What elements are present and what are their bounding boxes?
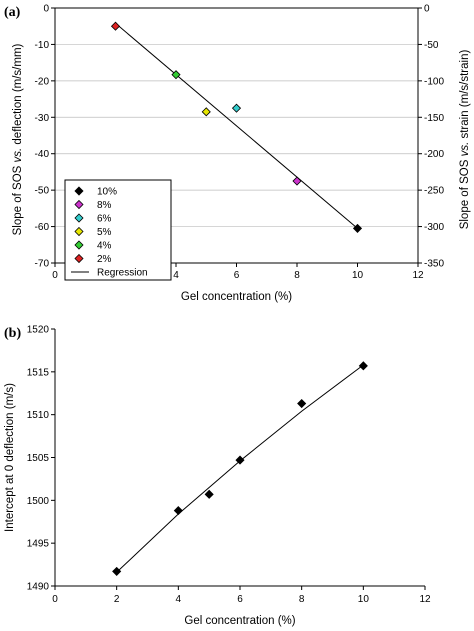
chart-panel-b: 1490 1495 1500 1505 1510 1515 1520 0 2 4 6 8 10 12 (b)…	[4, 325, 431, 628]
y-tick-label: 1490	[27, 582, 50, 593]
x-tick-label: 4	[173, 270, 179, 281]
data-point	[235, 455, 245, 465]
x-tick-label: 2	[114, 594, 120, 605]
legend: 10% 8% 6% 5% 4% 2% Regression	[64, 179, 172, 281]
y-tick-label: 1495	[27, 539, 50, 550]
y2-tick-label: -300	[424, 222, 444, 233]
y-tick-label: -60	[35, 222, 50, 233]
legend-label: 8%	[97, 200, 112, 211]
y-axis-title: Intercept at 0 deflection (m/s)	[4, 383, 16, 532]
x-tick-label: 6	[234, 270, 240, 281]
data-point-2pct	[110, 21, 121, 31]
x-tick-label: 12	[419, 594, 431, 605]
panel-label: (a)	[4, 5, 21, 20]
x-axis-title: Gel concentration (%)	[181, 291, 292, 303]
legend-label: 5%	[97, 227, 112, 238]
y2-tick-label: -350	[424, 259, 444, 270]
x-tick-label: 8	[294, 270, 300, 281]
y-tick-label: 1520	[27, 325, 50, 336]
y2-axis-title: Slope of SOS vs. strain (m/s/strain)	[459, 50, 471, 230]
x-tick-label: 10	[358, 594, 370, 605]
y2-tick-label: 0	[424, 4, 430, 15]
legend-marker	[74, 199, 84, 210]
x-tick-label: 10	[352, 270, 364, 281]
x-tick-label: 0	[52, 594, 58, 605]
legend-marker	[74, 253, 84, 264]
y2-tick-label: -100	[424, 76, 444, 87]
y-tick-label: -50	[35, 186, 50, 197]
y-tick-label: 1500	[27, 496, 50, 507]
panel-label: (b)	[4, 326, 21, 341]
y-tick-label: -30	[35, 113, 50, 124]
legend-label: 10%	[97, 187, 117, 198]
legend-marker	[74, 226, 84, 237]
x-tick-label: 6	[237, 594, 243, 605]
data-point	[358, 361, 368, 371]
y2-tick-label: -250	[424, 186, 444, 197]
legend-box	[64, 179, 172, 281]
y-tick-label: -40	[35, 149, 50, 160]
y-tick-label: 1515	[27, 367, 50, 378]
y2-tick-label: -150	[424, 113, 444, 124]
x-tick-label: 12	[412, 270, 424, 281]
x-tick-label: 0	[52, 270, 58, 281]
legend-marker	[74, 186, 84, 196]
legend-label: 6%	[97, 214, 112, 225]
legend-label: Regression	[97, 268, 148, 279]
data-point	[112, 566, 122, 577]
y2-tick-label: -50	[424, 40, 439, 51]
x-tick-label: 8	[299, 594, 305, 605]
x-tick-label: 4	[176, 594, 182, 605]
legend-label: 4%	[97, 241, 112, 252]
y-tick-label: -20	[35, 76, 50, 87]
y2-tick-label: -200	[424, 149, 444, 160]
legend-marker	[74, 240, 84, 250]
data-point-4pct	[171, 70, 181, 80]
legend-label: 2%	[97, 254, 112, 265]
y-tick-label: -70	[35, 259, 50, 270]
fit-line	[116, 364, 364, 573]
y-tick-label: 1510	[27, 410, 50, 421]
y-tick-label: 1505	[27, 453, 50, 464]
data-point-10pct	[352, 223, 363, 233]
data-point	[204, 489, 214, 499]
y-tick-label: 0	[43, 4, 49, 15]
y-tick-label: -10	[35, 40, 50, 51]
regression-line	[115, 22, 358, 229]
x-axis-title: Gel concentration (%)	[184, 615, 295, 627]
data-point	[297, 398, 307, 409]
legend-marker	[74, 213, 84, 223]
data-point-6pct	[231, 103, 242, 113]
data-point-5pct	[201, 107, 211, 117]
data-point-8pct	[292, 176, 302, 186]
y-axis-title: Slope of SOS vs. deflection (m/s/mm)	[12, 43, 24, 235]
chart-panel-a: 0-10-20-30-40-50-60-700-50-100-150-200-2…	[4, 4, 471, 304]
data-point	[173, 506, 183, 516]
